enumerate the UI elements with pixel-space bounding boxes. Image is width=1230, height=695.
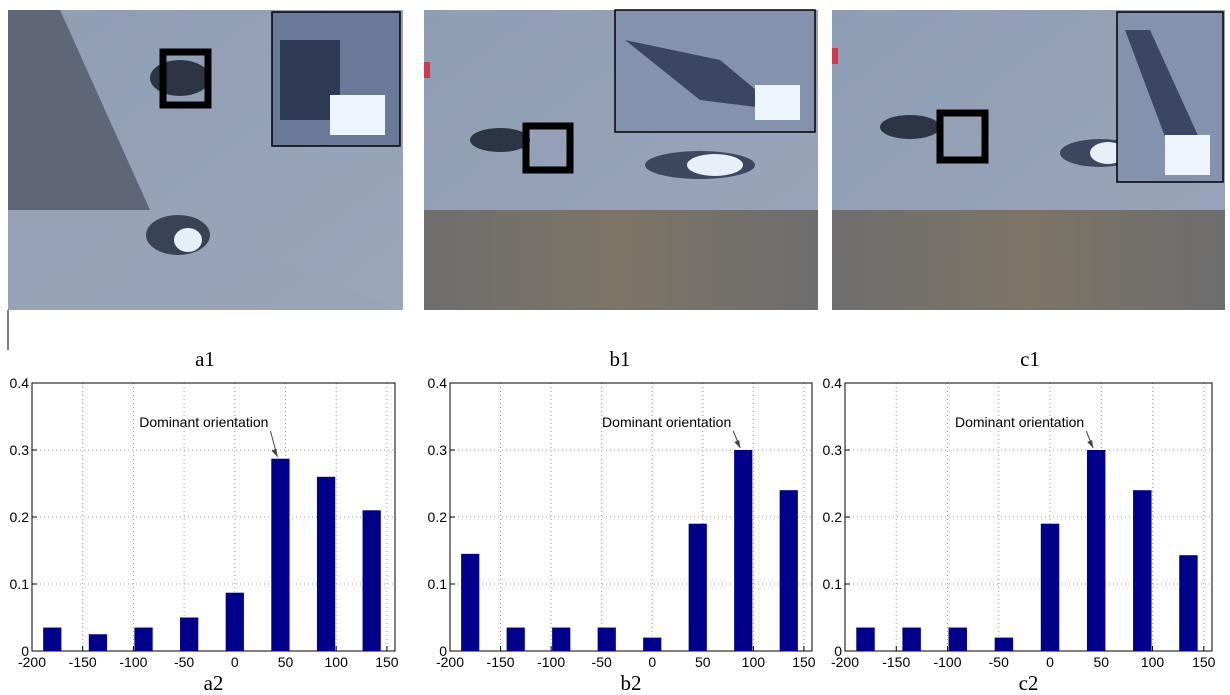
x-tick-label: -50 [989, 654, 1009, 670]
bar [1087, 450, 1105, 651]
arrow-head [1087, 440, 1093, 448]
annotation: Dominant orientation [602, 414, 731, 430]
bar [461, 554, 479, 651]
y-tick-label: 0.1 [10, 576, 30, 592]
bar [43, 628, 61, 651]
x-tick-label: 150 [792, 654, 816, 670]
x-tick-label: 50 [278, 654, 294, 670]
image-caption: c1 [1020, 347, 1040, 371]
figure: a1 b1 c1 0 0.1 0.2 0.3 0.4 -200 -150 -100 -50 0 50 100… [0, 0, 1230, 695]
bar [134, 628, 152, 651]
x-tick-label: -150 [882, 654, 910, 670]
image-caption: b1 [610, 347, 631, 371]
bar [271, 459, 289, 651]
bar [89, 634, 107, 651]
x-tick-label: 0 [648, 654, 656, 670]
annotation: Dominant orientation [955, 414, 1084, 430]
image-c1 [832, 10, 1225, 310]
x-tick-label: 100 [325, 654, 349, 670]
x-tick-label: -150 [487, 654, 515, 670]
x-tick-label: 0 [1046, 654, 1054, 670]
image-b1 [424, 10, 818, 310]
x-axis-label: a2 [204, 671, 224, 695]
x-tick-label: -100 [119, 654, 147, 670]
arrow-head [734, 440, 740, 448]
image-a1 [8, 10, 403, 350]
x-tick-label: 50 [695, 654, 711, 670]
bar [1041, 524, 1059, 651]
x-tick-label: 50 [1093, 654, 1109, 670]
x-axis-label: b2 [621, 671, 642, 695]
bar [949, 628, 967, 651]
x-tick-label: -100 [537, 654, 565, 670]
y-tick-label: 0.1 [823, 576, 843, 592]
bar [180, 618, 198, 652]
bar [598, 628, 616, 651]
y-tick-label: 0.2 [10, 509, 30, 525]
image-caption: a1 [195, 347, 215, 371]
bar [507, 628, 525, 651]
x-tick-label: -200 [831, 654, 859, 670]
bar [363, 510, 381, 651]
x-tick-label: -50 [592, 654, 612, 670]
x-tick-label: -150 [69, 654, 97, 670]
x-tick-label: 100 [1141, 654, 1165, 670]
y-tick-label: 0.2 [823, 509, 843, 525]
bar [856, 628, 874, 651]
y-tick-label: 0.4 [823, 375, 843, 391]
bar [689, 524, 707, 651]
x-tick-label: -200 [436, 654, 464, 670]
bar [780, 490, 798, 651]
bar [1179, 555, 1197, 651]
y-tick-label: 0.3 [823, 442, 843, 458]
y-tick-label: 0.3 [428, 442, 448, 458]
x-tick-label: 100 [742, 654, 766, 670]
x-tick-label: -50 [174, 654, 194, 670]
x-tick-label: 150 [1192, 654, 1216, 670]
bar [552, 628, 570, 651]
y-tick-label: 0.4 [10, 375, 30, 391]
x-tick-label: 150 [375, 654, 399, 670]
bar [1133, 490, 1151, 651]
x-tick-label: 0 [231, 654, 239, 670]
x-tick-label: -200 [18, 654, 46, 670]
bar [734, 450, 752, 651]
x-tick-label: -100 [933, 654, 961, 670]
y-tick-label: 0.2 [428, 509, 448, 525]
bar [643, 638, 661, 651]
bar [902, 628, 920, 651]
y-tick-label: 0.1 [428, 576, 448, 592]
annotation: Dominant orientation [139, 414, 268, 430]
bar [995, 638, 1013, 651]
y-tick-label: 0.3 [10, 442, 30, 458]
bar [317, 477, 335, 651]
y-tick-label: 0.4 [428, 375, 448, 391]
bar [226, 593, 244, 651]
x-axis-label: c2 [1019, 671, 1039, 695]
